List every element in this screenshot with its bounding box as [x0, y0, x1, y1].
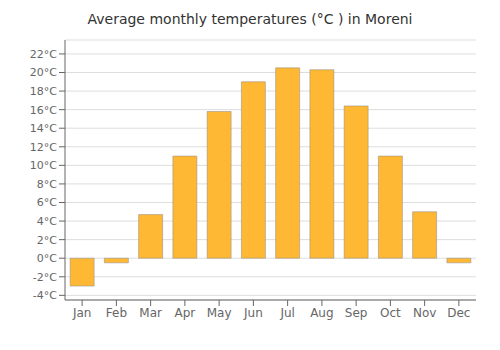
svg-text:4°C: 4°C [37, 215, 57, 228]
svg-text:20°C: 20°C [30, 66, 57, 79]
svg-text:14°C: 14°C [30, 122, 57, 135]
svg-text:18°C: 18°C [30, 85, 57, 98]
svg-text:Oct: Oct [380, 306, 401, 320]
svg-text:10°C: 10°C [30, 159, 57, 172]
svg-text:Jan: Jan [72, 306, 92, 320]
svg-text:6°C: 6°C [37, 196, 57, 209]
svg-text:Apr: Apr [174, 306, 195, 320]
svg-text:Mar: Mar [139, 306, 162, 320]
svg-text:Feb: Feb [106, 306, 127, 320]
svg-text:12°C: 12°C [30, 141, 57, 154]
svg-text:16°C: 16°C [30, 104, 57, 117]
html-text:Average monthly temperatures (: Average monthly temperatures (°C ) in Mo… [87, 11, 413, 27]
svg-text:2°C: 2°C [37, 234, 57, 247]
svg-text:-2°C: -2°C [33, 271, 57, 284]
svg-text:-4°C: -4°C [33, 289, 57, 302]
svg-text:Dec: Dec [447, 306, 470, 320]
svg-text:22°C: 22°C [30, 48, 57, 61]
svg-text:Nov: Nov [413, 306, 436, 320]
svg-text:May: May [207, 306, 232, 320]
svg-text:0°C: 0°C [37, 252, 57, 265]
svg-text:Sep: Sep [345, 306, 368, 320]
svg-text:Jul: Jul [279, 306, 294, 320]
svg-text:8°C: 8°C [37, 178, 57, 191]
svg-text:Aug: Aug [310, 306, 333, 320]
svg-text:Jun: Jun [243, 306, 263, 320]
